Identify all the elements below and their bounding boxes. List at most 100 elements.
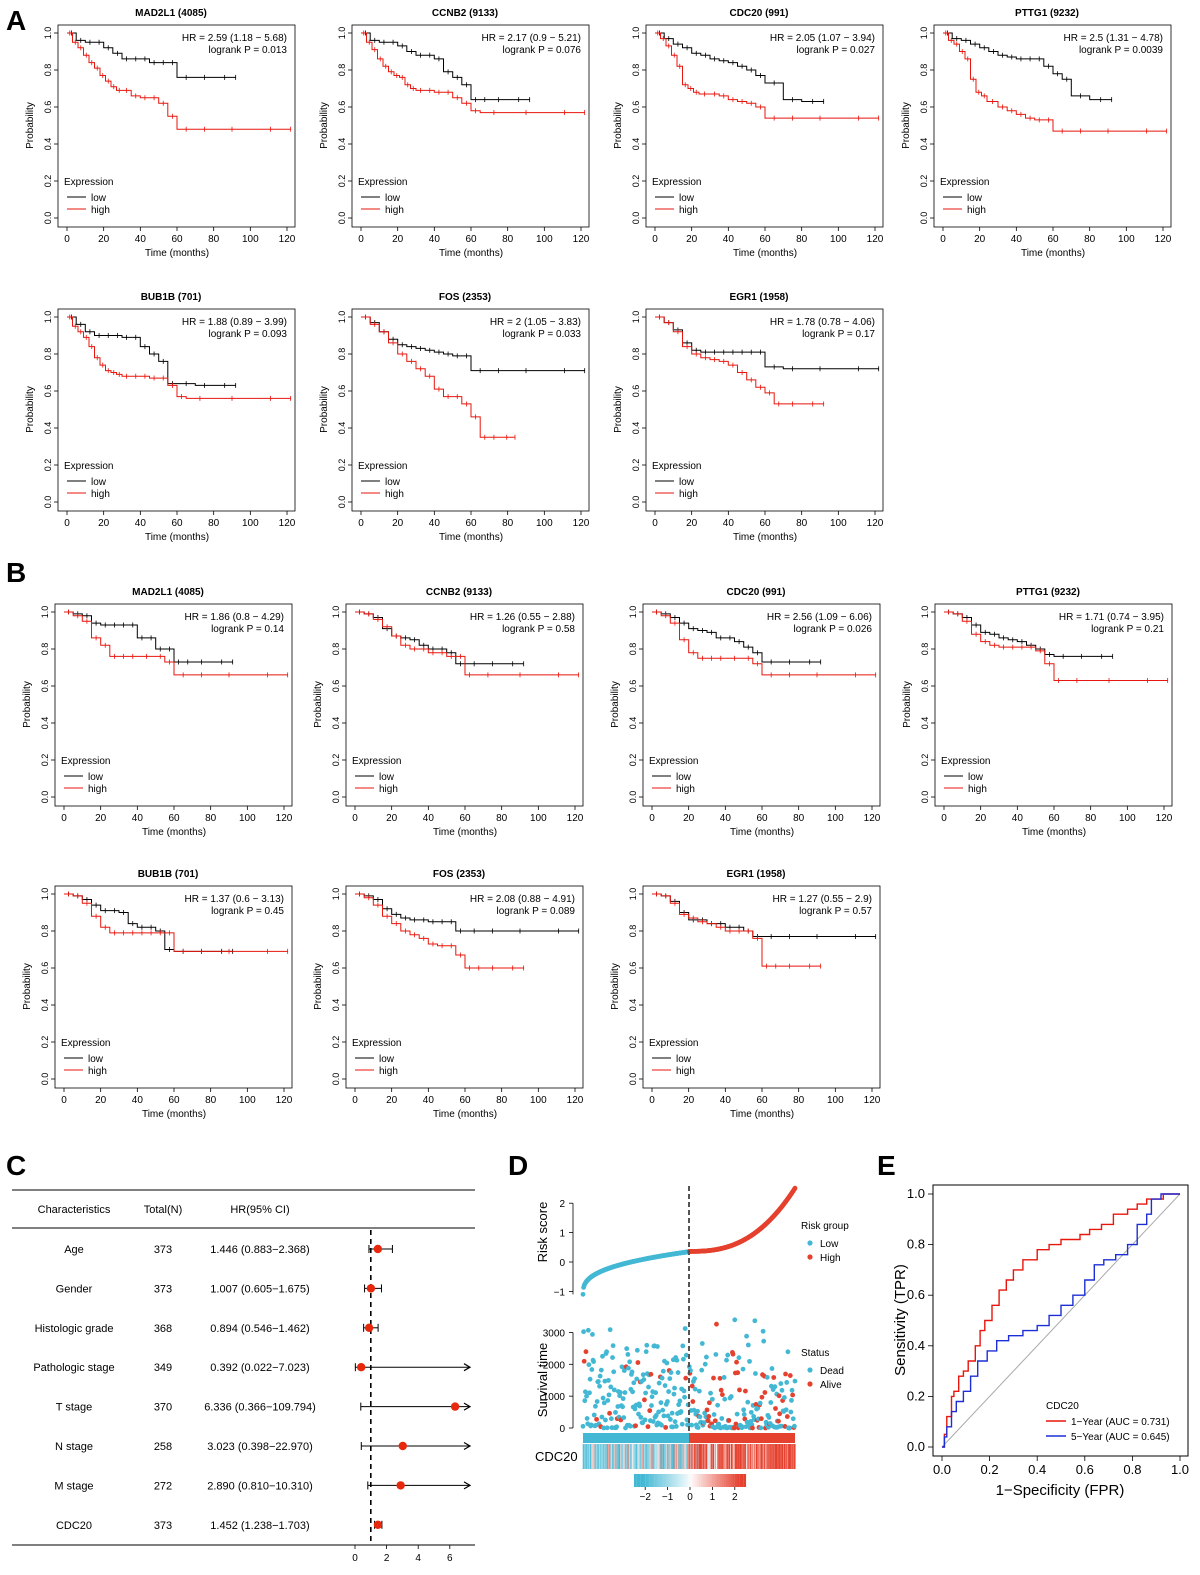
time-point-alive xyxy=(708,1390,713,1396)
heat-cell xyxy=(639,1444,641,1469)
km-legend-low: low xyxy=(967,193,983,204)
time-point-alive xyxy=(594,1399,600,1404)
group-bar-high xyxy=(689,1433,795,1443)
scale-cell xyxy=(728,1474,731,1487)
km-legend-high: high xyxy=(379,1066,398,1077)
heat-cell xyxy=(667,1444,669,1469)
time-point-alive xyxy=(660,1368,666,1374)
km-plot: BUB1B (701) 0.0 0.2 0.4 0.6 0.8 1.0 Probability… xyxy=(22,869,293,1120)
forest-hr-point xyxy=(364,1323,374,1333)
heat-cell xyxy=(700,1444,702,1469)
time-point-dead xyxy=(690,1399,696,1404)
km-p-text: logrank P = 0.093 xyxy=(209,329,288,340)
heat-cell xyxy=(597,1444,599,1469)
heat-cell xyxy=(746,1444,748,1469)
km-curve-low xyxy=(652,611,821,663)
km-legend-low: low xyxy=(379,772,395,783)
km-xtick-label: 80 xyxy=(208,518,220,529)
km-legend-title: Expression xyxy=(358,177,407,188)
time-point-alive xyxy=(695,1408,700,1414)
heat-cell xyxy=(664,1444,666,1469)
heat-cell xyxy=(707,1444,709,1469)
km-hr-text: HR = 2.59 (1.18 − 5.68) xyxy=(182,33,287,44)
scale-cell xyxy=(696,1474,700,1487)
time-point-alive xyxy=(653,1413,659,1418)
heat-cell xyxy=(608,1444,609,1469)
km-legend-high: high xyxy=(379,784,398,795)
km-xtick-label: 60 xyxy=(171,234,183,245)
time-point-alive xyxy=(590,1331,595,1337)
time-point-alive xyxy=(713,1352,719,1357)
km-ytick-label: 0.8 xyxy=(331,925,341,938)
heat-cell xyxy=(635,1444,637,1469)
forest-row-n: 373 xyxy=(154,1283,172,1295)
km-hr-text: HR = 2.56 (1.09 − 6.06) xyxy=(767,612,872,623)
km-curve-high xyxy=(67,316,291,399)
heat-cell xyxy=(583,1444,585,1469)
roc-curve-5year xyxy=(942,1193,1180,1448)
heat-cell xyxy=(665,1444,667,1469)
heat-cell xyxy=(590,1444,592,1469)
km-legend-low: low xyxy=(385,477,401,488)
km-plot: CCNB2 (9133) 0.0 0.2 0.4 0.6 0.8 1.0 Probabilit… xyxy=(319,8,590,259)
time-point-alive xyxy=(673,1423,679,1429)
km-ylabel: Probability xyxy=(610,681,621,728)
heat-cell xyxy=(596,1444,598,1469)
heat-cell xyxy=(619,1444,621,1469)
km-frame xyxy=(351,308,590,512)
heat-cell xyxy=(670,1444,671,1469)
heat-cell xyxy=(644,1444,646,1469)
heat-cell xyxy=(645,1444,647,1469)
time-point-dead xyxy=(733,1421,739,1427)
scale-cell xyxy=(667,1474,670,1487)
heat-cell xyxy=(749,1444,751,1469)
km-title: FOS (2353) xyxy=(433,869,485,880)
heat-cell xyxy=(698,1444,700,1469)
km-xtick-label: 0 xyxy=(358,518,364,529)
roc-xtick-label: 0.2 xyxy=(981,1462,999,1477)
km-xtick-label: 20 xyxy=(386,1095,398,1106)
forest-hr-point xyxy=(450,1402,460,1411)
scale-tick-label: −1 xyxy=(662,1492,674,1503)
km-legend-title: Expression xyxy=(652,461,701,472)
heat-cell xyxy=(615,1444,617,1469)
heat-cell xyxy=(757,1444,759,1469)
heat-cell xyxy=(678,1444,680,1469)
time-point-alive xyxy=(638,1414,644,1420)
risk-legend-high-swatch xyxy=(807,1254,813,1260)
heat-cell xyxy=(640,1444,642,1469)
forest-header-hr: HR(95% CI) xyxy=(230,1204,289,1216)
km-ytick-label: 0.8 xyxy=(43,64,53,77)
heat-cell xyxy=(619,1444,621,1469)
heat-cell xyxy=(588,1444,590,1469)
heat-cell xyxy=(586,1444,588,1469)
km-xtick-label: 0 xyxy=(649,1095,655,1106)
heat-cell xyxy=(716,1444,718,1469)
heat-cell xyxy=(612,1444,614,1469)
km-legend-title: Expression xyxy=(358,461,407,472)
heat-cell xyxy=(673,1444,674,1469)
km-xtick-label: 40 xyxy=(423,813,435,824)
time-point-dead xyxy=(635,1360,641,1365)
km-xtick-label: 0 xyxy=(652,518,658,529)
time-point-alive xyxy=(595,1379,601,1384)
time-point-alive xyxy=(668,1370,674,1375)
forest-row-hr: 3.023 (0.398−22.970) xyxy=(207,1441,313,1453)
roc-frame xyxy=(932,1184,1189,1457)
km-xtick-label: 100 xyxy=(530,813,547,824)
km-ytick-label: 0.0 xyxy=(331,1073,341,1086)
km-ylabel: Probability xyxy=(22,963,33,1010)
heat-cell xyxy=(592,1444,594,1469)
time-point-dead xyxy=(581,1358,587,1364)
km-xtick-label: 80 xyxy=(496,1095,508,1106)
time-point-alive xyxy=(580,1423,586,1429)
time-point-alive xyxy=(587,1390,592,1396)
time-point-alive xyxy=(634,1376,640,1382)
time-point-alive xyxy=(676,1402,682,1408)
heat-cell xyxy=(680,1444,681,1469)
forest-hr-point xyxy=(396,1481,405,1490)
scale-cell xyxy=(638,1474,641,1487)
heat-cell xyxy=(685,1444,687,1469)
km-p-text: logrank P = 0.089 xyxy=(497,906,576,917)
heat-cell xyxy=(608,1444,610,1469)
